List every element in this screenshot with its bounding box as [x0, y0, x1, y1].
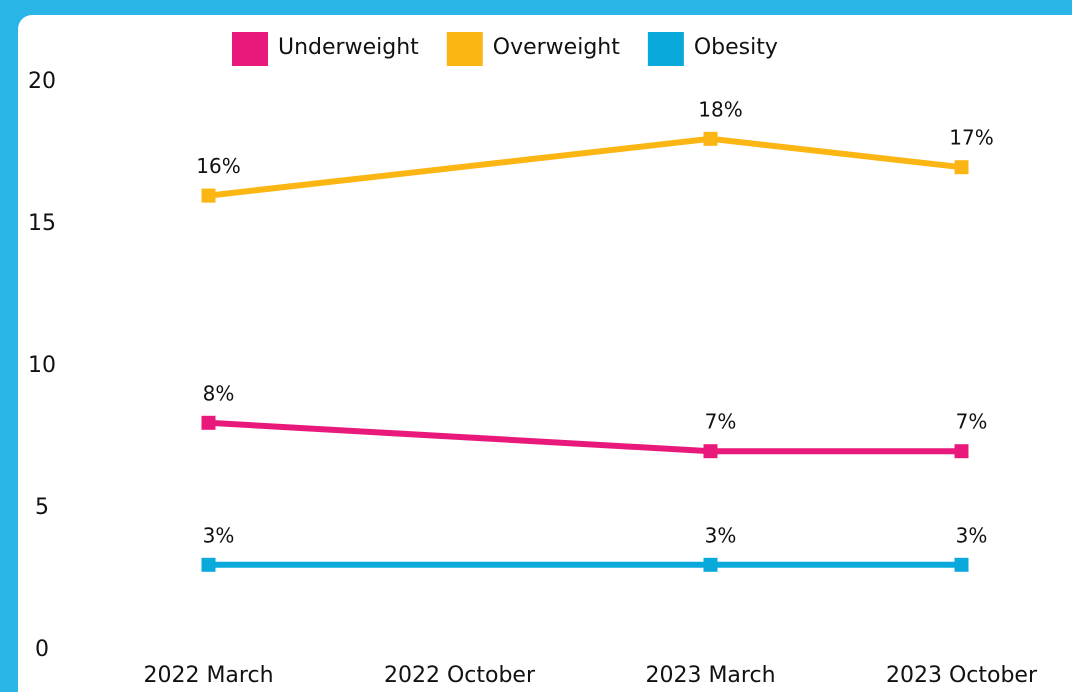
point-marker — [954, 444, 969, 459]
legend-swatch — [647, 32, 684, 66]
legend-label: Obesity — [694, 35, 778, 60]
data-label: 7% — [956, 410, 988, 434]
point-marker — [201, 188, 216, 203]
series-line — [208, 135, 962, 199]
point-marker — [703, 131, 718, 146]
y-tick-label: 20 — [28, 69, 56, 94]
y-tick-label: 0 — [35, 637, 49, 662]
x-tick-label: 2023 March — [645, 663, 775, 688]
data-label: 16% — [196, 154, 240, 178]
legend-label: Underweight — [278, 35, 419, 60]
data-label: 3% — [956, 523, 988, 547]
legend-swatch — [446, 32, 483, 66]
data-label: 18% — [698, 97, 742, 121]
point-marker — [703, 557, 718, 572]
y-tick-label: 15 — [28, 211, 56, 236]
series-line — [208, 419, 962, 455]
x-tick-label: 2022 October — [384, 663, 536, 688]
chart-panel — [18, 15, 1072, 692]
x-tick-label: 2023 October — [886, 663, 1038, 688]
data-label: 3% — [203, 523, 235, 547]
point-marker — [201, 557, 216, 572]
point-marker — [954, 557, 969, 572]
point-marker — [954, 160, 969, 175]
data-label: 8% — [203, 381, 235, 405]
legend-label: Overweight — [493, 35, 620, 60]
data-label: 7% — [705, 410, 737, 434]
y-tick-label: 5 — [35, 495, 49, 520]
data-label: 3% — [705, 523, 737, 547]
data-label: 17% — [949, 126, 993, 150]
point-marker — [703, 444, 718, 459]
y-tick-label: 10 — [28, 353, 56, 378]
legend-swatch — [232, 32, 268, 66]
x-tick-label: 2022 March — [143, 663, 273, 688]
point-marker — [201, 415, 216, 430]
